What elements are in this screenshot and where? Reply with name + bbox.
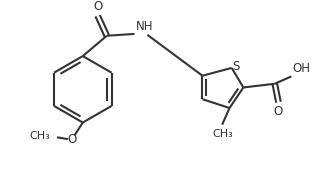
Text: O: O bbox=[67, 133, 76, 146]
Text: NH: NH bbox=[135, 20, 153, 33]
Text: CH₃: CH₃ bbox=[213, 129, 233, 139]
Text: S: S bbox=[232, 60, 240, 73]
Text: OH: OH bbox=[292, 62, 310, 75]
Text: CH₃: CH₃ bbox=[30, 131, 51, 141]
Text: O: O bbox=[274, 105, 283, 118]
Text: O: O bbox=[93, 0, 102, 13]
